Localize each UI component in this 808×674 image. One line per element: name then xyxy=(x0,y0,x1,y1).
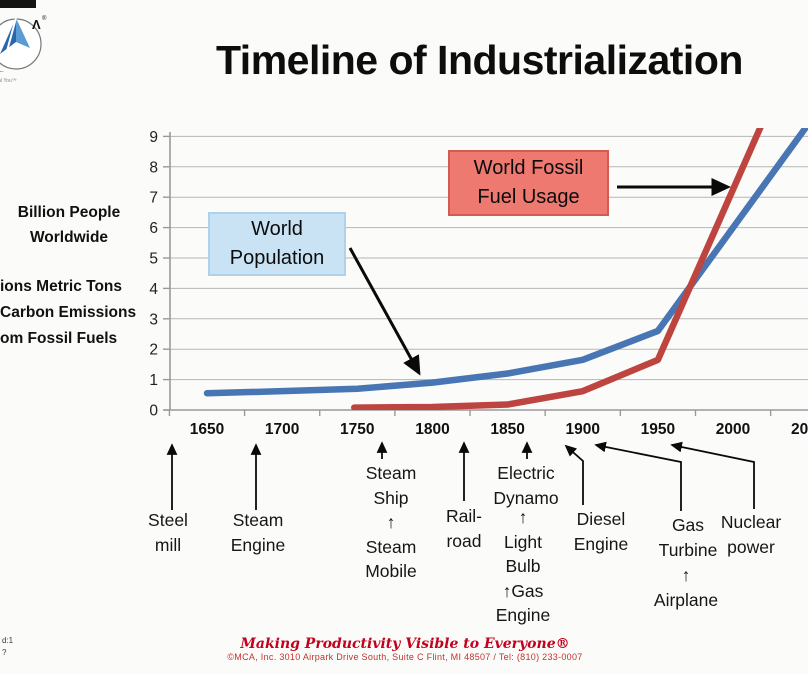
text-line: Steam xyxy=(365,536,417,557)
text-line: ↑ xyxy=(518,507,528,527)
y-tick-label-5: 5 xyxy=(149,251,158,268)
text-line: ions Metric Tons xyxy=(0,278,123,295)
company-logo: Λ ® L. ...al You™ xyxy=(0,15,47,84)
text-line: Diesel xyxy=(576,509,626,529)
text-line: Steam xyxy=(365,463,417,483)
text-line: Turbine xyxy=(658,539,718,560)
event-airplane: ↑ Airplane xyxy=(654,563,718,612)
text-line: Carbon Emissions xyxy=(0,304,137,321)
text-line: Billion People xyxy=(17,204,121,221)
text-line: Electric xyxy=(497,463,555,483)
text-line: Bulb xyxy=(505,556,541,576)
text-line: Fuel Usage xyxy=(477,186,580,208)
text-line: ↑ xyxy=(386,512,396,532)
text-line: Steam xyxy=(232,510,284,530)
text-line: Mobile xyxy=(365,561,417,581)
text-line: Steel xyxy=(148,510,188,530)
logo-registered-mark: ® xyxy=(42,15,47,22)
logo-tagline-fragment: ...al You™ xyxy=(0,78,17,84)
text-line: Engine xyxy=(230,534,286,555)
text-line: road xyxy=(446,530,482,551)
x-tick-label-1800: 1800 xyxy=(415,421,449,438)
text-line: Nuclear xyxy=(720,512,782,532)
diesel-engine-arrow xyxy=(564,444,584,505)
gas-turbine-arrow xyxy=(594,441,682,511)
x-tick-label-1850: 1850 xyxy=(490,421,524,438)
y-axis-description-population: Billion People Worldwide xyxy=(2,200,136,250)
footer-address: ©MCA, Inc. 3010 Airpark Drive South, Sui… xyxy=(227,652,583,662)
y-tick-label-6: 6 xyxy=(149,220,158,237)
event-diesel-engine: Diesel Engine xyxy=(574,507,629,556)
text-line: Light xyxy=(504,531,542,552)
top-left-crop-bar xyxy=(0,0,36,8)
x-tick-label-1750: 1750 xyxy=(340,421,374,438)
x-tick-label-1700: 1700 xyxy=(265,421,299,438)
text-line: Airplane xyxy=(653,589,719,610)
y-tick-label-0: 0 xyxy=(149,403,158,420)
y-axis-description-emissions: ions Metric Tons Carbon Emissions om Fossi… xyxy=(0,274,160,352)
x-tick-label-1950: 1950 xyxy=(641,421,675,438)
text-line: ↑ xyxy=(681,565,691,585)
event-electric-dynamo: Electric Dynamo xyxy=(493,461,558,510)
text-line: Engine xyxy=(573,533,629,554)
nuclear-power-arrow xyxy=(670,441,755,509)
x-tick-label-2050: 2050 xyxy=(791,421,808,438)
text-line: Gas xyxy=(671,515,705,535)
text-line: Rail- xyxy=(446,506,482,526)
event-rail-road: Rail-road xyxy=(446,504,482,553)
x-tick-label-1650: 1650 xyxy=(190,421,224,438)
logo-sail-divider xyxy=(6,17,17,52)
event-nuclear-power: Nuclear power xyxy=(721,510,781,559)
logo-name-fragment: L. xyxy=(0,67,4,74)
footer-tagline: Making Productivity Visible to Everyone® xyxy=(240,636,570,652)
event-steam-ship: Steam Ship ↑ Steam Mobile xyxy=(365,461,417,584)
world-fossil-fuel-callout: World Fossil Fuel Usage xyxy=(448,150,609,216)
bottom-left-mark-2: ? xyxy=(2,648,7,657)
text-line: Dynamo xyxy=(493,487,559,508)
text-line: Ship xyxy=(373,487,409,508)
y-tick-label-7: 7 xyxy=(149,190,158,207)
text-line: mill xyxy=(154,534,182,555)
logo-sail-light xyxy=(16,18,30,48)
logo-sail-dark xyxy=(0,18,16,54)
y-tick-label-1: 1 xyxy=(149,372,158,389)
y-tick-label-8: 8 xyxy=(149,159,158,176)
text-line: Engine xyxy=(495,605,551,625)
event-steel-mill: Steel mill xyxy=(148,508,188,557)
event-gas-turbine: Gas Turbine xyxy=(659,513,718,562)
x-tick-label-1900: 1900 xyxy=(566,421,600,438)
text-line: Worldwide xyxy=(29,229,109,246)
population-callout-arrow xyxy=(348,247,421,376)
x-tick-label-2000: 2000 xyxy=(716,421,750,438)
text-line: om Fossil Fuels xyxy=(0,330,118,347)
bottom-left-mark-1: d:1 xyxy=(2,636,14,645)
event-light-bulb: ↑ Light Bulb ↑Gas Engine xyxy=(496,505,551,628)
text-line: Population xyxy=(229,247,325,269)
page-title: Timeline of Industrialization xyxy=(216,37,743,83)
y-tick-label-9: 9 xyxy=(149,129,158,146)
event-steam-engine: Steam Engine xyxy=(231,508,286,557)
text-line: ↑Gas xyxy=(502,580,544,601)
text-line: power xyxy=(727,536,775,557)
text-line: World Fossil xyxy=(473,157,584,179)
logo-letter: Λ xyxy=(32,17,41,32)
text-line: World xyxy=(251,218,303,240)
world-population-callout: World Population xyxy=(208,212,346,276)
